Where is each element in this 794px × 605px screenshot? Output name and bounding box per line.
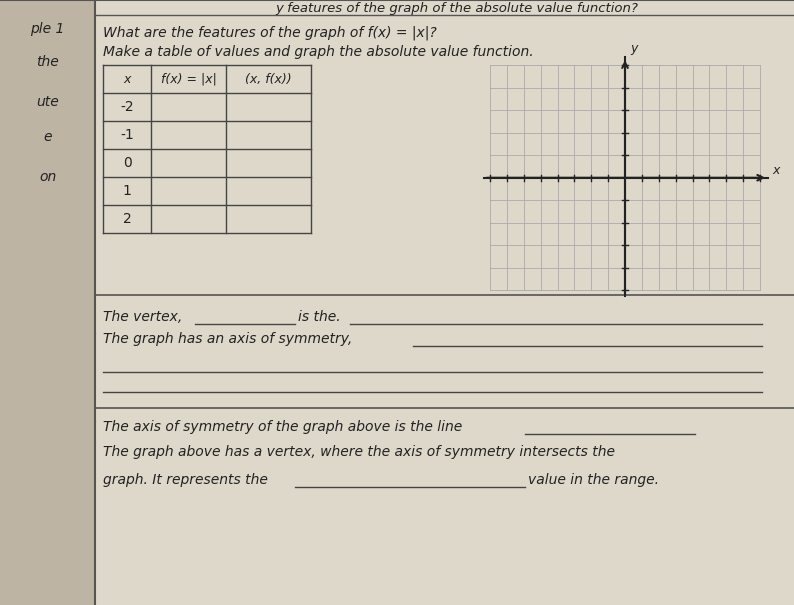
FancyBboxPatch shape	[0, 1, 95, 605]
Text: f(x) = |x|: f(x) = |x|	[160, 73, 217, 86]
Text: The axis of symmetry of the graph above is the line: The axis of symmetry of the graph above …	[103, 420, 462, 434]
Text: Make a table of values and graph the absolute value function.: Make a table of values and graph the abs…	[103, 45, 534, 59]
Text: ute: ute	[36, 95, 59, 110]
Text: 0: 0	[122, 156, 131, 170]
Text: -2: -2	[120, 100, 134, 114]
Text: graph. It represents the: graph. It represents the	[103, 473, 268, 487]
Text: x: x	[123, 73, 131, 86]
Text: x: x	[772, 164, 780, 177]
Text: 2: 2	[122, 212, 131, 226]
Text: The graph above has a vertex, where the axis of symmetry intersects the: The graph above has a vertex, where the …	[103, 445, 615, 459]
Text: The vertex,: The vertex,	[103, 310, 183, 324]
Text: The graph has an axis of symmetry,: The graph has an axis of symmetry,	[103, 332, 353, 346]
Text: 1: 1	[122, 185, 132, 198]
Text: -1: -1	[120, 128, 134, 142]
Text: is the.: is the.	[298, 310, 341, 324]
Text: on: on	[39, 170, 56, 185]
Text: What are the features of the graph of f(x) = |x|?: What are the features of the graph of f(…	[103, 25, 437, 40]
Text: e: e	[43, 130, 52, 144]
Text: y features of the graph of the absolute value function?: y features of the graph of the absolute …	[276, 2, 638, 15]
Text: y: y	[630, 42, 638, 55]
Text: value in the range.: value in the range.	[528, 473, 659, 487]
FancyBboxPatch shape	[95, 1, 794, 605]
Text: ple 1: ple 1	[30, 22, 64, 36]
Text: (x, f(x)): (x, f(x))	[245, 73, 292, 86]
Text: the: the	[36, 55, 59, 70]
